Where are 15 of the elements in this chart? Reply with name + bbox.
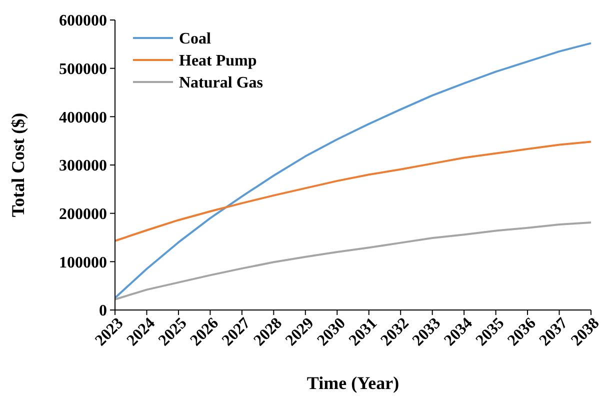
legend-label: Heat Pump xyxy=(179,52,257,70)
y-tick-label: 600000 xyxy=(59,12,107,30)
legend-label: Coal xyxy=(179,30,212,48)
y-tick-label: 0 xyxy=(99,302,107,320)
legend-label: Natural Gas xyxy=(179,74,263,92)
y-tick-label: 300000 xyxy=(59,158,107,175)
y-tick-label: 400000 xyxy=(59,109,107,126)
y-tick-label: 500000 xyxy=(59,60,107,78)
y-tick-label: 200000 xyxy=(59,206,107,223)
y-tick-label: 100000 xyxy=(59,254,107,272)
line-series xyxy=(114,140,592,242)
line-series xyxy=(114,42,592,299)
y-axis-title: Total Cost ($) xyxy=(8,112,28,218)
line-series xyxy=(114,222,592,300)
x-axis-title: Time (Year) xyxy=(306,373,400,393)
